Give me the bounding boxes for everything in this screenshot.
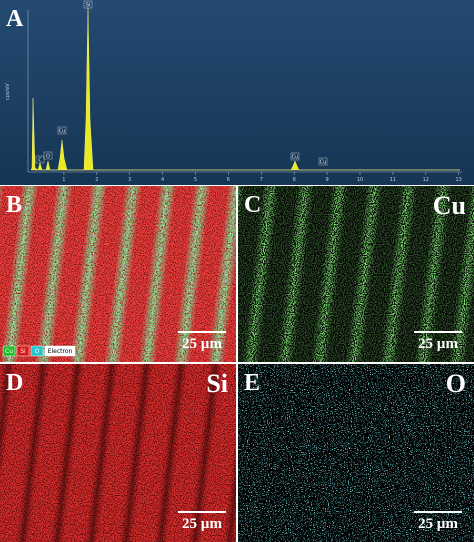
scale-label: 25 µm [418, 516, 458, 532]
legend-label: O [35, 348, 40, 355]
x-tick-label: 9 [326, 177, 329, 183]
x-tick-label: 11 [390, 177, 396, 183]
legend-swatch [16, 345, 30, 357]
peak-labels: CO Cu Si Cu Cu [35, 0, 328, 166]
legend: Cu Si O Electron [2, 345, 76, 357]
panel-label: D [6, 370, 23, 396]
x-tick-label: 1 [62, 177, 65, 183]
x-tick-label: 3 [128, 177, 131, 183]
legend-swatch [44, 345, 76, 357]
element-label: Si [206, 369, 228, 398]
element-label: Cu [433, 191, 466, 220]
x-tick-label: 12 [423, 177, 429, 183]
legend-label: Si [20, 348, 26, 355]
peak-label-box [290, 152, 300, 161]
peak-label: Cu [292, 155, 299, 161]
panel-label: E [244, 370, 260, 396]
legend-swatch [30, 345, 44, 357]
map-o [238, 364, 474, 542]
peak-label-box [57, 126, 67, 135]
legend-label: Electron [48, 348, 73, 355]
scale-label: 25 µm [182, 516, 222, 532]
peak-label: Cu [59, 129, 66, 135]
panel-label: C [244, 192, 261, 218]
peak-label-box [35, 155, 45, 164]
map-si [0, 364, 236, 542]
spectrum-panel [0, 0, 474, 185]
panel-label: B [6, 192, 22, 218]
x-tick-label: 10 [357, 177, 363, 183]
x-tick-label: 8 [293, 177, 296, 183]
scale-label: 25 µm [418, 336, 458, 352]
scale-label: 25 µm [182, 336, 222, 352]
spectrum-peaks [30, 7, 460, 171]
peak-label: Cu [320, 160, 327, 166]
element-label: O [446, 369, 466, 398]
x-ticks: 1 2 3 4 5 6 7 8 9 10 11 12 13 [62, 172, 462, 183]
peak-label: O [46, 154, 50, 160]
peak-label-box [83, 0, 93, 9]
legend-label: Cu [5, 348, 13, 355]
x-tick-label: 6 [227, 177, 230, 183]
y-axis-label: cps/eV [5, 83, 11, 100]
x-tick-label: 7 [260, 177, 263, 183]
x-tick-label: 5 [194, 177, 197, 183]
peak-label: C [38, 158, 42, 164]
map-cu [238, 186, 474, 362]
panel-label: A [6, 6, 24, 32]
peak-label-box [43, 151, 53, 160]
x-tick-label: 2 [95, 177, 98, 183]
x-tick-label: 13 [456, 177, 462, 183]
peak-label-box [318, 157, 328, 166]
legend-swatch [2, 345, 16, 357]
peak-label: Si [86, 3, 91, 9]
x-tick-label: 4 [161, 177, 164, 183]
